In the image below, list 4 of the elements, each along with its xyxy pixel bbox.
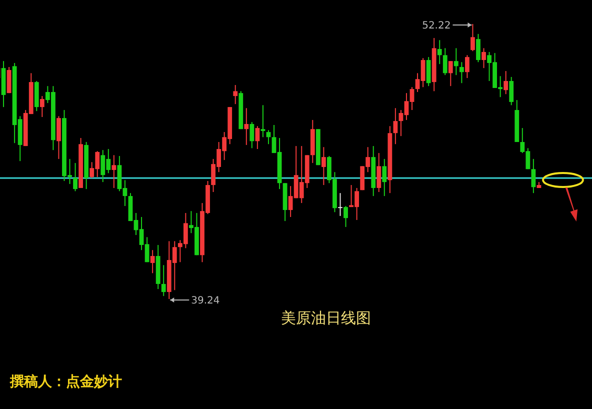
text: 美原油日线图 <box>281 309 371 327</box>
text: 撰稿人：点金妙计 <box>9 373 122 390</box>
annotation: 39.24 <box>191 296 220 306</box>
annotation: 52.22 <box>422 20 451 32</box>
